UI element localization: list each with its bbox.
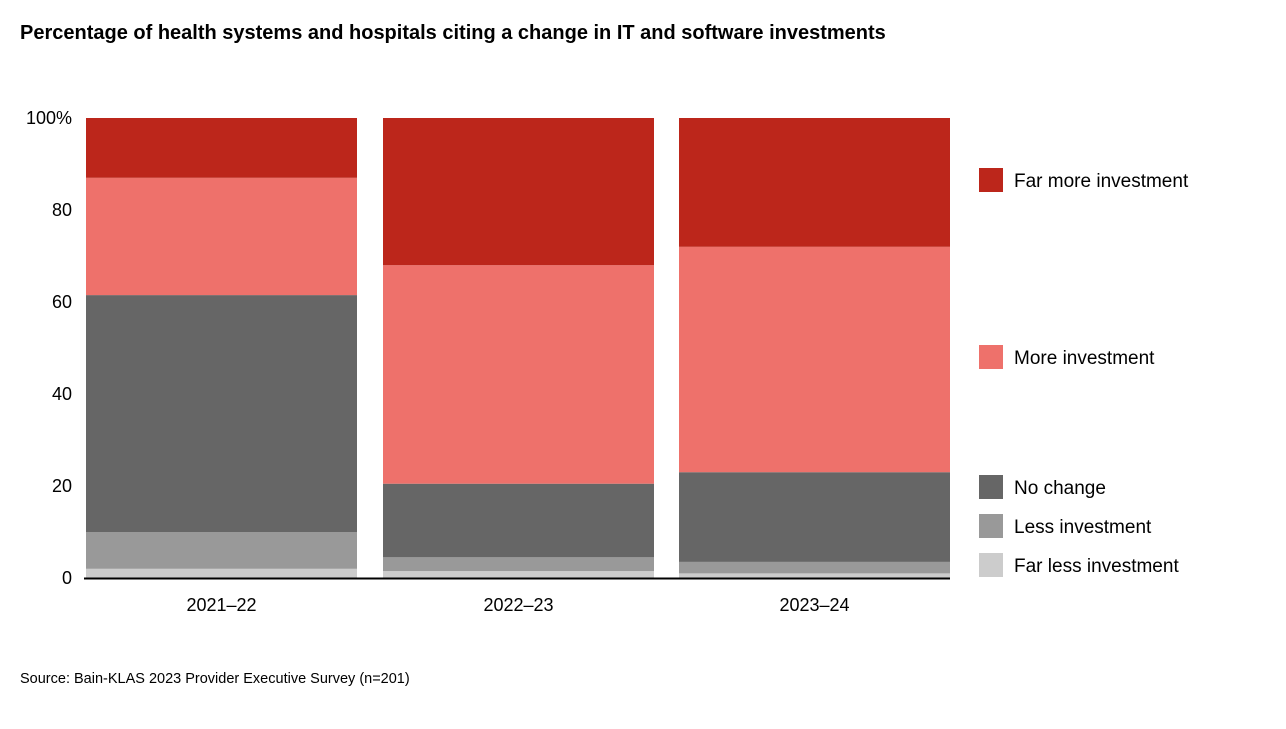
legend-swatch-far-more-investment — [979, 168, 1003, 192]
legend-swatch-no-change — [979, 475, 1003, 499]
bar-far-less-investment-2 — [383, 571, 654, 578]
y-tick-label: 80 — [52, 200, 72, 220]
y-tick-label: 0 — [62, 568, 72, 588]
legend-swatch-far-less-investment — [979, 553, 1003, 577]
bar-no-change-1 — [86, 295, 357, 532]
bar-less-investment-1 — [86, 532, 357, 569]
bar-no-change-3 — [679, 472, 950, 562]
y-tick-label: 100% — [26, 108, 72, 128]
stacked-bar-chart: 0 20 40 60 80 100% 2021–22 2022–23 2023–24 Far l… — [26, 108, 1189, 615]
x-tick-label: 2021–22 — [186, 595, 256, 615]
legend-label-no-change: No change — [1014, 478, 1106, 499]
x-tick-label: 2022–23 — [483, 595, 553, 615]
chart-title: Percentage of health systems and hospita… — [20, 22, 886, 44]
bar-far-more-investment-3 — [679, 118, 950, 247]
legend-label-less-investment: Less investment — [1014, 517, 1152, 538]
bars-layer — [86, 118, 950, 578]
bar-less-investment-3 — [679, 561, 950, 574]
bar-no-change-2 — [383, 483, 654, 558]
legend-label-far-more-investment: Far more investment — [1014, 171, 1189, 192]
bar-less-investment-2 — [383, 557, 654, 572]
y-tick-label: 60 — [52, 292, 72, 312]
bar-more-investment-2 — [383, 265, 654, 484]
bar-far-less-investment-3 — [679, 573, 950, 578]
bar-far-more-investment-1 — [86, 118, 357, 178]
bar-more-investment-1 — [86, 177, 357, 296]
bar-far-more-investment-2 — [383, 118, 654, 266]
x-tick-label: 2023–24 — [779, 595, 849, 615]
legend-swatch-more-investment — [979, 345, 1003, 369]
bar-more-investment-3 — [679, 246, 950, 473]
y-tick-label: 40 — [52, 384, 72, 404]
legend-label-far-less-investment: Far less investment — [1014, 556, 1179, 577]
source-note: Source: Bain-KLAS 2023 Provider Executiv… — [20, 671, 410, 687]
legend-label-more-investment: More investment — [1014, 348, 1155, 369]
bar-far-less-investment-1 — [86, 568, 357, 578]
y-tick-label: 20 — [52, 476, 72, 496]
legend: Far less investment Less investment No cha… — [979, 168, 1189, 577]
legend-swatch-less-investment — [979, 514, 1003, 538]
axis-layer: 0 20 40 60 80 100% 2021–22 2022–23 2023–24 — [26, 108, 950, 615]
